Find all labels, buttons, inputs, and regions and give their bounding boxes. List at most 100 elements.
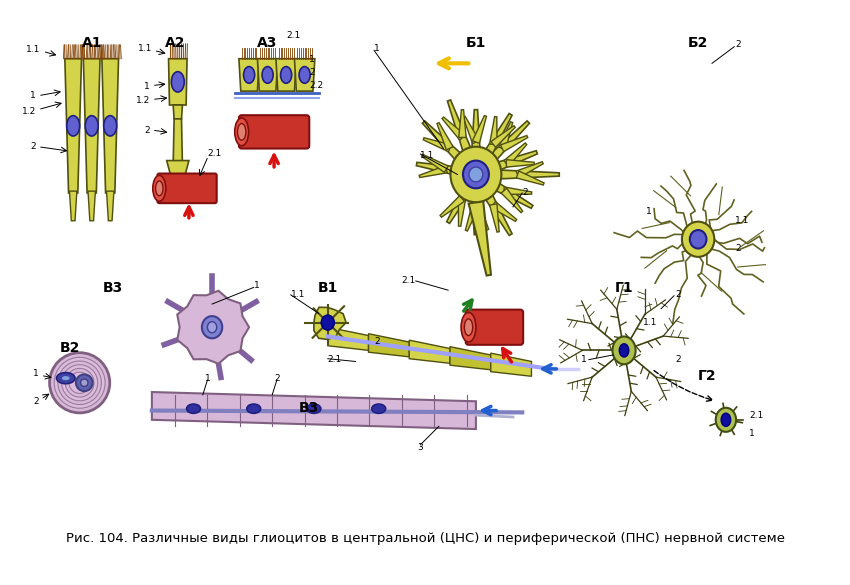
- Ellipse shape: [81, 379, 88, 387]
- Polygon shape: [471, 171, 512, 235]
- Polygon shape: [65, 58, 82, 193]
- Text: 2.2: 2.2: [309, 81, 323, 90]
- Ellipse shape: [246, 404, 261, 414]
- Text: 1.1: 1.1: [291, 290, 305, 300]
- Text: Г1: Г1: [615, 281, 633, 295]
- Text: 1: 1: [33, 369, 39, 378]
- Text: А1: А1: [82, 36, 102, 50]
- Ellipse shape: [299, 67, 310, 83]
- Text: 1.1: 1.1: [138, 44, 152, 53]
- Text: Г2: Г2: [698, 369, 717, 383]
- Text: 1: 1: [31, 91, 37, 100]
- Text: 2.1: 2.1: [328, 355, 342, 364]
- Text: 2: 2: [735, 244, 741, 253]
- Polygon shape: [422, 121, 480, 178]
- Ellipse shape: [58, 361, 101, 405]
- Text: 2: 2: [33, 397, 39, 406]
- Polygon shape: [423, 137, 451, 152]
- Polygon shape: [473, 116, 486, 143]
- Text: 1.1: 1.1: [26, 45, 41, 54]
- Polygon shape: [409, 340, 450, 363]
- Text: 1: 1: [581, 355, 587, 364]
- Text: Б1: Б1: [466, 36, 486, 50]
- Polygon shape: [507, 160, 534, 167]
- Ellipse shape: [172, 72, 184, 92]
- Ellipse shape: [49, 353, 110, 413]
- Polygon shape: [167, 160, 189, 174]
- Ellipse shape: [61, 364, 98, 401]
- Text: В1: В1: [318, 281, 338, 295]
- Ellipse shape: [450, 147, 501, 202]
- Polygon shape: [178, 291, 249, 364]
- Ellipse shape: [371, 404, 386, 414]
- Ellipse shape: [262, 67, 273, 83]
- Ellipse shape: [280, 67, 292, 83]
- Polygon shape: [294, 58, 314, 91]
- Text: В3: В3: [103, 281, 123, 295]
- Ellipse shape: [201, 316, 222, 338]
- Text: 2.1: 2.1: [207, 149, 222, 158]
- Polygon shape: [468, 201, 491, 276]
- Text: 1.1: 1.1: [735, 216, 750, 225]
- Polygon shape: [369, 333, 409, 357]
- Ellipse shape: [153, 176, 166, 201]
- Text: 2: 2: [374, 336, 380, 346]
- Polygon shape: [516, 171, 544, 185]
- Polygon shape: [258, 58, 278, 91]
- Ellipse shape: [76, 374, 93, 391]
- Polygon shape: [472, 121, 530, 178]
- Polygon shape: [450, 347, 490, 370]
- Polygon shape: [463, 116, 479, 143]
- Polygon shape: [314, 307, 346, 339]
- Polygon shape: [422, 154, 448, 173]
- Ellipse shape: [716, 408, 736, 432]
- Polygon shape: [516, 161, 543, 178]
- Polygon shape: [437, 123, 453, 150]
- Polygon shape: [239, 58, 259, 91]
- Text: Рис. 104. Различные виды глиоцитов в центральной (ЦНС) и периферической (ПНС) не: Рис. 104. Различные виды глиоцитов в цен…: [65, 532, 785, 545]
- Polygon shape: [173, 105, 183, 119]
- Text: 2: 2: [522, 188, 528, 198]
- Ellipse shape: [156, 181, 163, 196]
- Ellipse shape: [235, 118, 249, 146]
- Polygon shape: [504, 187, 532, 194]
- Polygon shape: [102, 58, 118, 193]
- Polygon shape: [490, 353, 531, 376]
- Text: В3: В3: [299, 401, 320, 415]
- Polygon shape: [466, 203, 479, 231]
- Text: 2.1: 2.1: [286, 31, 300, 40]
- Polygon shape: [471, 113, 512, 177]
- Polygon shape: [447, 100, 481, 176]
- Polygon shape: [476, 169, 559, 180]
- Ellipse shape: [469, 167, 483, 182]
- Ellipse shape: [69, 372, 90, 394]
- Ellipse shape: [682, 222, 714, 257]
- Polygon shape: [470, 109, 481, 174]
- Ellipse shape: [620, 344, 629, 357]
- Polygon shape: [490, 116, 497, 144]
- Polygon shape: [491, 126, 515, 147]
- Polygon shape: [88, 191, 95, 221]
- Ellipse shape: [207, 322, 217, 333]
- Text: В2: В2: [60, 341, 81, 355]
- Text: А3: А3: [258, 36, 278, 50]
- Ellipse shape: [463, 160, 489, 188]
- Ellipse shape: [85, 116, 99, 136]
- Polygon shape: [474, 151, 537, 180]
- Polygon shape: [458, 198, 466, 226]
- Text: А2: А2: [165, 36, 185, 50]
- Ellipse shape: [66, 116, 80, 136]
- FancyBboxPatch shape: [239, 115, 309, 149]
- Polygon shape: [328, 327, 369, 350]
- Text: 1: 1: [205, 374, 210, 383]
- Polygon shape: [106, 191, 114, 221]
- Polygon shape: [490, 204, 499, 232]
- Ellipse shape: [461, 312, 476, 342]
- Ellipse shape: [104, 116, 116, 136]
- Text: 2: 2: [309, 68, 314, 77]
- Polygon shape: [470, 174, 481, 235]
- Text: 1: 1: [144, 82, 150, 91]
- Text: 2: 2: [144, 126, 150, 135]
- Ellipse shape: [307, 404, 320, 414]
- Ellipse shape: [244, 67, 255, 83]
